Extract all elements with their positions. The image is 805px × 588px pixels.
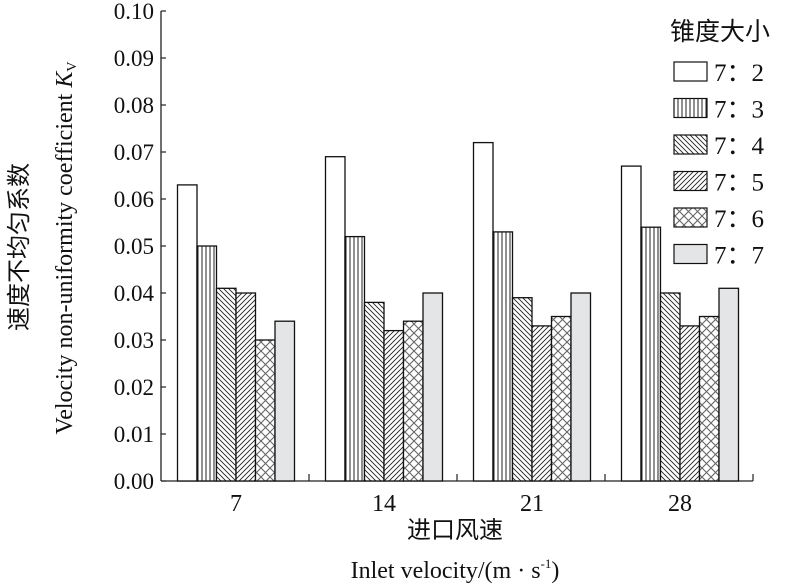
- x-axis-label-en: Inlet velocity/(m · s-1): [351, 556, 560, 584]
- legend-label: 7：5: [714, 170, 764, 197]
- y-axis-label-symbol: K: [52, 70, 78, 89]
- bar-21-4: [550, 315, 572, 482]
- bar-14-4: [402, 320, 424, 482]
- x-tick-label: 28: [668, 491, 692, 517]
- legend-title: 锥度大小: [670, 18, 770, 46]
- legend-swatch: [673, 207, 708, 228]
- bar-21-0: [472, 141, 494, 482]
- legend-label: 7：2: [714, 60, 764, 87]
- bars: [176, 141, 740, 482]
- y-tick-label: 0.06: [114, 187, 154, 212]
- bar-14-3: [383, 329, 405, 482]
- axes: 0.00 0.01 0.02 0.03 0.04 0.05 0.06 0.07 0.08 0.09…: [114, 0, 754, 517]
- bar-28-1: [640, 226, 662, 482]
- bar-14-0: [324, 156, 346, 482]
- bar-21-2: [511, 297, 533, 482]
- bar-7-1: [196, 245, 218, 482]
- bar-7-2: [215, 287, 237, 482]
- y-axis-label-sub: V: [65, 62, 80, 72]
- bar-28-0: [620, 165, 642, 482]
- bar-28-3: [679, 325, 701, 482]
- bar-21-1: [492, 231, 514, 482]
- y-tick-label: 0.02: [114, 375, 154, 400]
- bar-7-5: [274, 320, 296, 482]
- y-tick-label: 0.10: [114, 0, 154, 24]
- legend-swatch: [673, 97, 708, 119]
- bar-14-1: [344, 235, 366, 482]
- y-tick-label: 0.07: [114, 140, 154, 165]
- x-axis-label-end: ): [551, 558, 559, 584]
- legend-label: 7：3: [714, 97, 764, 124]
- bar-7-0: [176, 184, 198, 482]
- legend-swatch: [673, 170, 708, 192]
- legend-label: 7：7: [714, 243, 764, 270]
- bar-14-5: [422, 292, 444, 482]
- bar-7-3: [235, 292, 257, 482]
- y-tick-label: 0.00: [114, 469, 154, 494]
- x-tick-label: 7: [230, 491, 242, 517]
- legend-label: 7：6: [714, 206, 764, 233]
- legend-swatch: [673, 134, 708, 155]
- bar-14-2: [363, 301, 385, 482]
- x-axis-label-cn: 进口风速: [407, 517, 503, 544]
- legend-swatch: [673, 243, 708, 265]
- y-tick-label: 0.01: [114, 422, 154, 447]
- bar-28-2: [659, 292, 681, 482]
- y-tick-label: 0.09: [114, 46, 154, 71]
- x-axis-label-sup: -1: [541, 556, 552, 571]
- y-tick-label: 0.08: [114, 93, 154, 118]
- x-tick-label: 14: [372, 491, 396, 517]
- y-axis-label-cn: 速度不均匀系数: [6, 163, 33, 331]
- bar-7-4: [254, 339, 276, 482]
- y-tick-label: 0.04: [114, 281, 155, 306]
- legend: 锥度大小 7：2 7：3 7：4 7：5 7：6 7：7: [670, 18, 770, 270]
- legend-swatch: [673, 61, 708, 82]
- bar-21-3: [531, 325, 553, 482]
- y-tick-label: 0.03: [114, 328, 154, 353]
- bar-28-5: [718, 287, 740, 482]
- y-axis-label-en-text: Velocity non-uniformity coefficient: [52, 88, 78, 435]
- y-axis-label-en: Velocity non-uniformity coefficient KV: [52, 62, 80, 435]
- bar-28-4: [698, 315, 720, 482]
- bar-21-5: [570, 292, 592, 482]
- x-axis-label-en-text: Inlet velocity/(m · s: [351, 558, 541, 584]
- x-tick-label: 21: [520, 491, 544, 517]
- y-tick-label: 0.05: [114, 234, 154, 259]
- legend-label: 7：4: [714, 133, 765, 160]
